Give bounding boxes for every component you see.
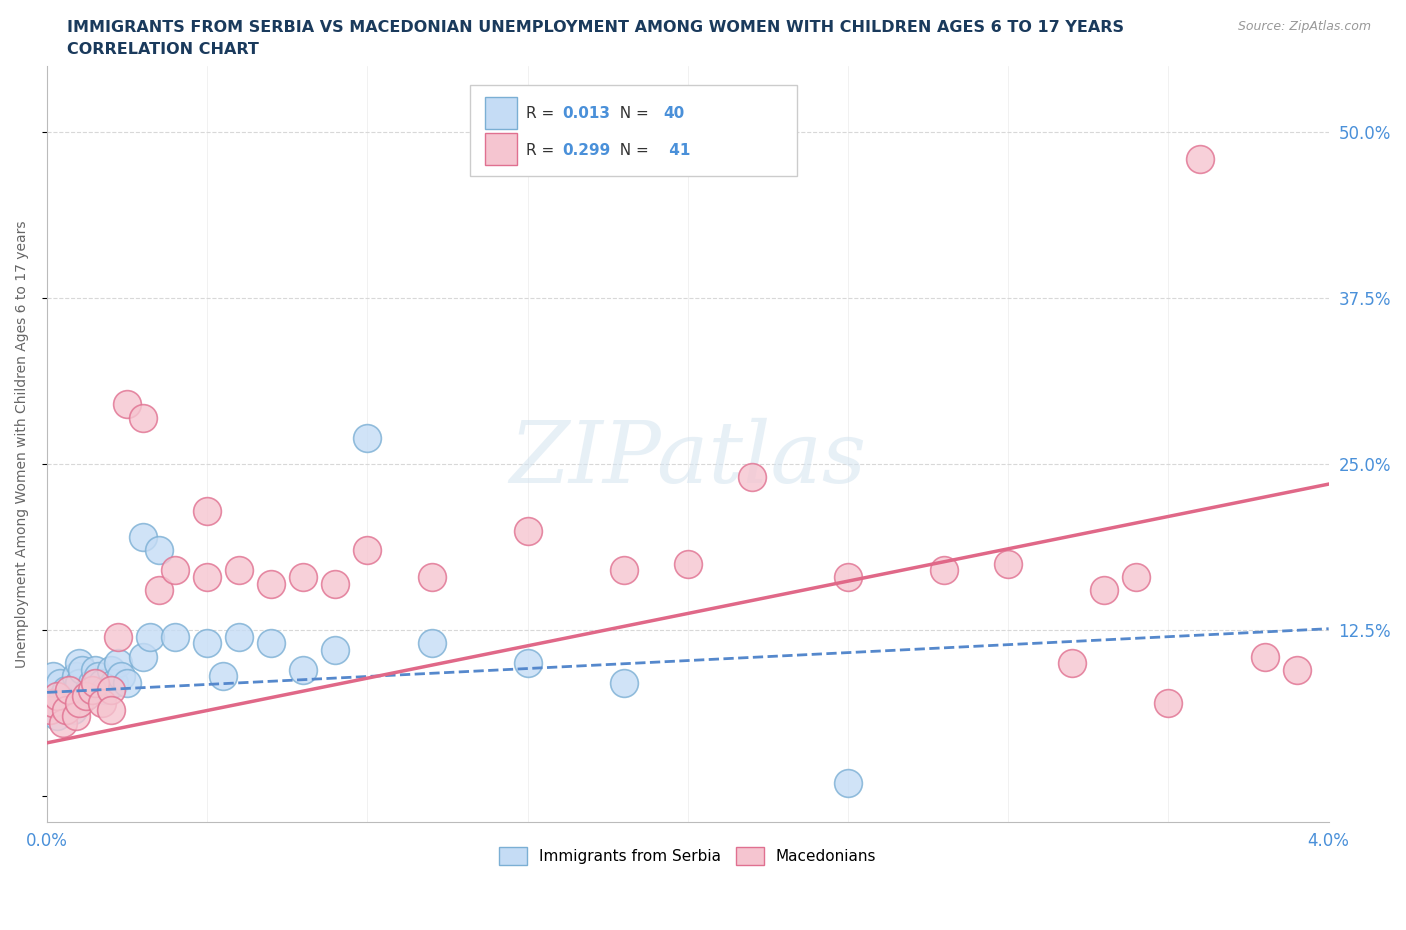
Point [107,630,129,644]
Point [115,676,138,691]
Text: N =: N = [610,142,654,157]
Point [110,669,132,684]
Point [100,683,122,698]
Point [837,776,859,790]
Point [55,702,77,717]
Point [132,649,155,664]
Point [837,569,859,584]
Point [613,563,636,578]
Text: 41: 41 [664,142,690,157]
Point [516,523,538,538]
Point [52,689,75,704]
Point [58,683,80,698]
Point [292,569,315,584]
Point [115,397,138,412]
Point [516,656,538,671]
Bar [485,97,517,129]
Point [356,543,378,558]
Text: CORRELATION CHART: CORRELATION CHART [67,42,259,57]
Point [260,577,283,591]
Text: 0.013: 0.013 [562,105,610,121]
Point [80,676,103,691]
Point [100,662,122,677]
Point [420,569,443,584]
Point [1125,569,1147,584]
Point [45,689,67,704]
Point [228,563,250,578]
Point [58,696,80,711]
Text: ZIPatlas: ZIPatlas [509,418,866,500]
Text: 40: 40 [664,105,685,121]
Point [67,676,90,691]
Point [934,563,956,578]
Point [195,636,218,651]
Point [1253,649,1275,664]
Point [1189,152,1212,166]
Point [228,630,250,644]
Point [676,556,699,571]
Point [77,683,100,698]
Point [1157,696,1180,711]
Point [90,676,112,691]
Point [45,709,67,724]
Point [1285,662,1308,677]
Text: 0.299: 0.299 [562,142,610,157]
Point [132,530,155,545]
Point [84,662,107,677]
Point [39,696,62,711]
Point [62,702,84,717]
Point [138,630,160,644]
Point [52,715,75,730]
Point [75,689,97,704]
Point [260,636,283,651]
Legend: Immigrants from Serbia, Macedonians: Immigrants from Serbia, Macedonians [494,841,883,871]
Point [212,669,235,684]
Point [165,563,187,578]
Point [49,676,72,691]
Text: N =: N = [610,105,654,121]
Text: R =: R = [526,142,560,157]
Point [165,630,187,644]
Text: Source: ZipAtlas.com: Source: ZipAtlas.com [1237,20,1371,33]
Point [292,662,315,677]
Point [107,656,129,671]
Point [613,676,636,691]
Text: R =: R = [526,105,560,121]
Y-axis label: Unemployment Among Women with Children Ages 6 to 17 years: Unemployment Among Women with Children A… [15,220,30,668]
FancyBboxPatch shape [470,85,797,176]
Point [100,702,122,717]
Point [103,676,125,691]
Point [148,583,170,598]
Point [75,689,97,704]
Point [67,656,90,671]
Point [65,669,87,684]
Text: IMMIGRANTS FROM SERBIA VS MACEDONIAN UNEMPLOYMENT AMONG WOMEN WITH CHILDREN AGES: IMMIGRANTS FROM SERBIA VS MACEDONIAN UNE… [67,20,1125,35]
Point [39,702,62,717]
Point [195,503,218,518]
Point [42,669,65,684]
Bar [485,134,517,166]
Point [90,696,112,711]
Point [325,577,347,591]
Point [997,556,1019,571]
Point [42,696,65,711]
Point [80,683,103,698]
Point [87,669,110,684]
Point [93,683,115,698]
Point [67,696,90,711]
Point [72,662,94,677]
Point [1092,583,1115,598]
Point [65,709,87,724]
Point [356,431,378,445]
Point [55,683,77,698]
Point [420,636,443,651]
Point [741,470,763,485]
Point [195,569,218,584]
Point [132,410,155,425]
Point [325,643,347,658]
Point [84,676,107,691]
Point [1062,656,1084,671]
Point [148,543,170,558]
